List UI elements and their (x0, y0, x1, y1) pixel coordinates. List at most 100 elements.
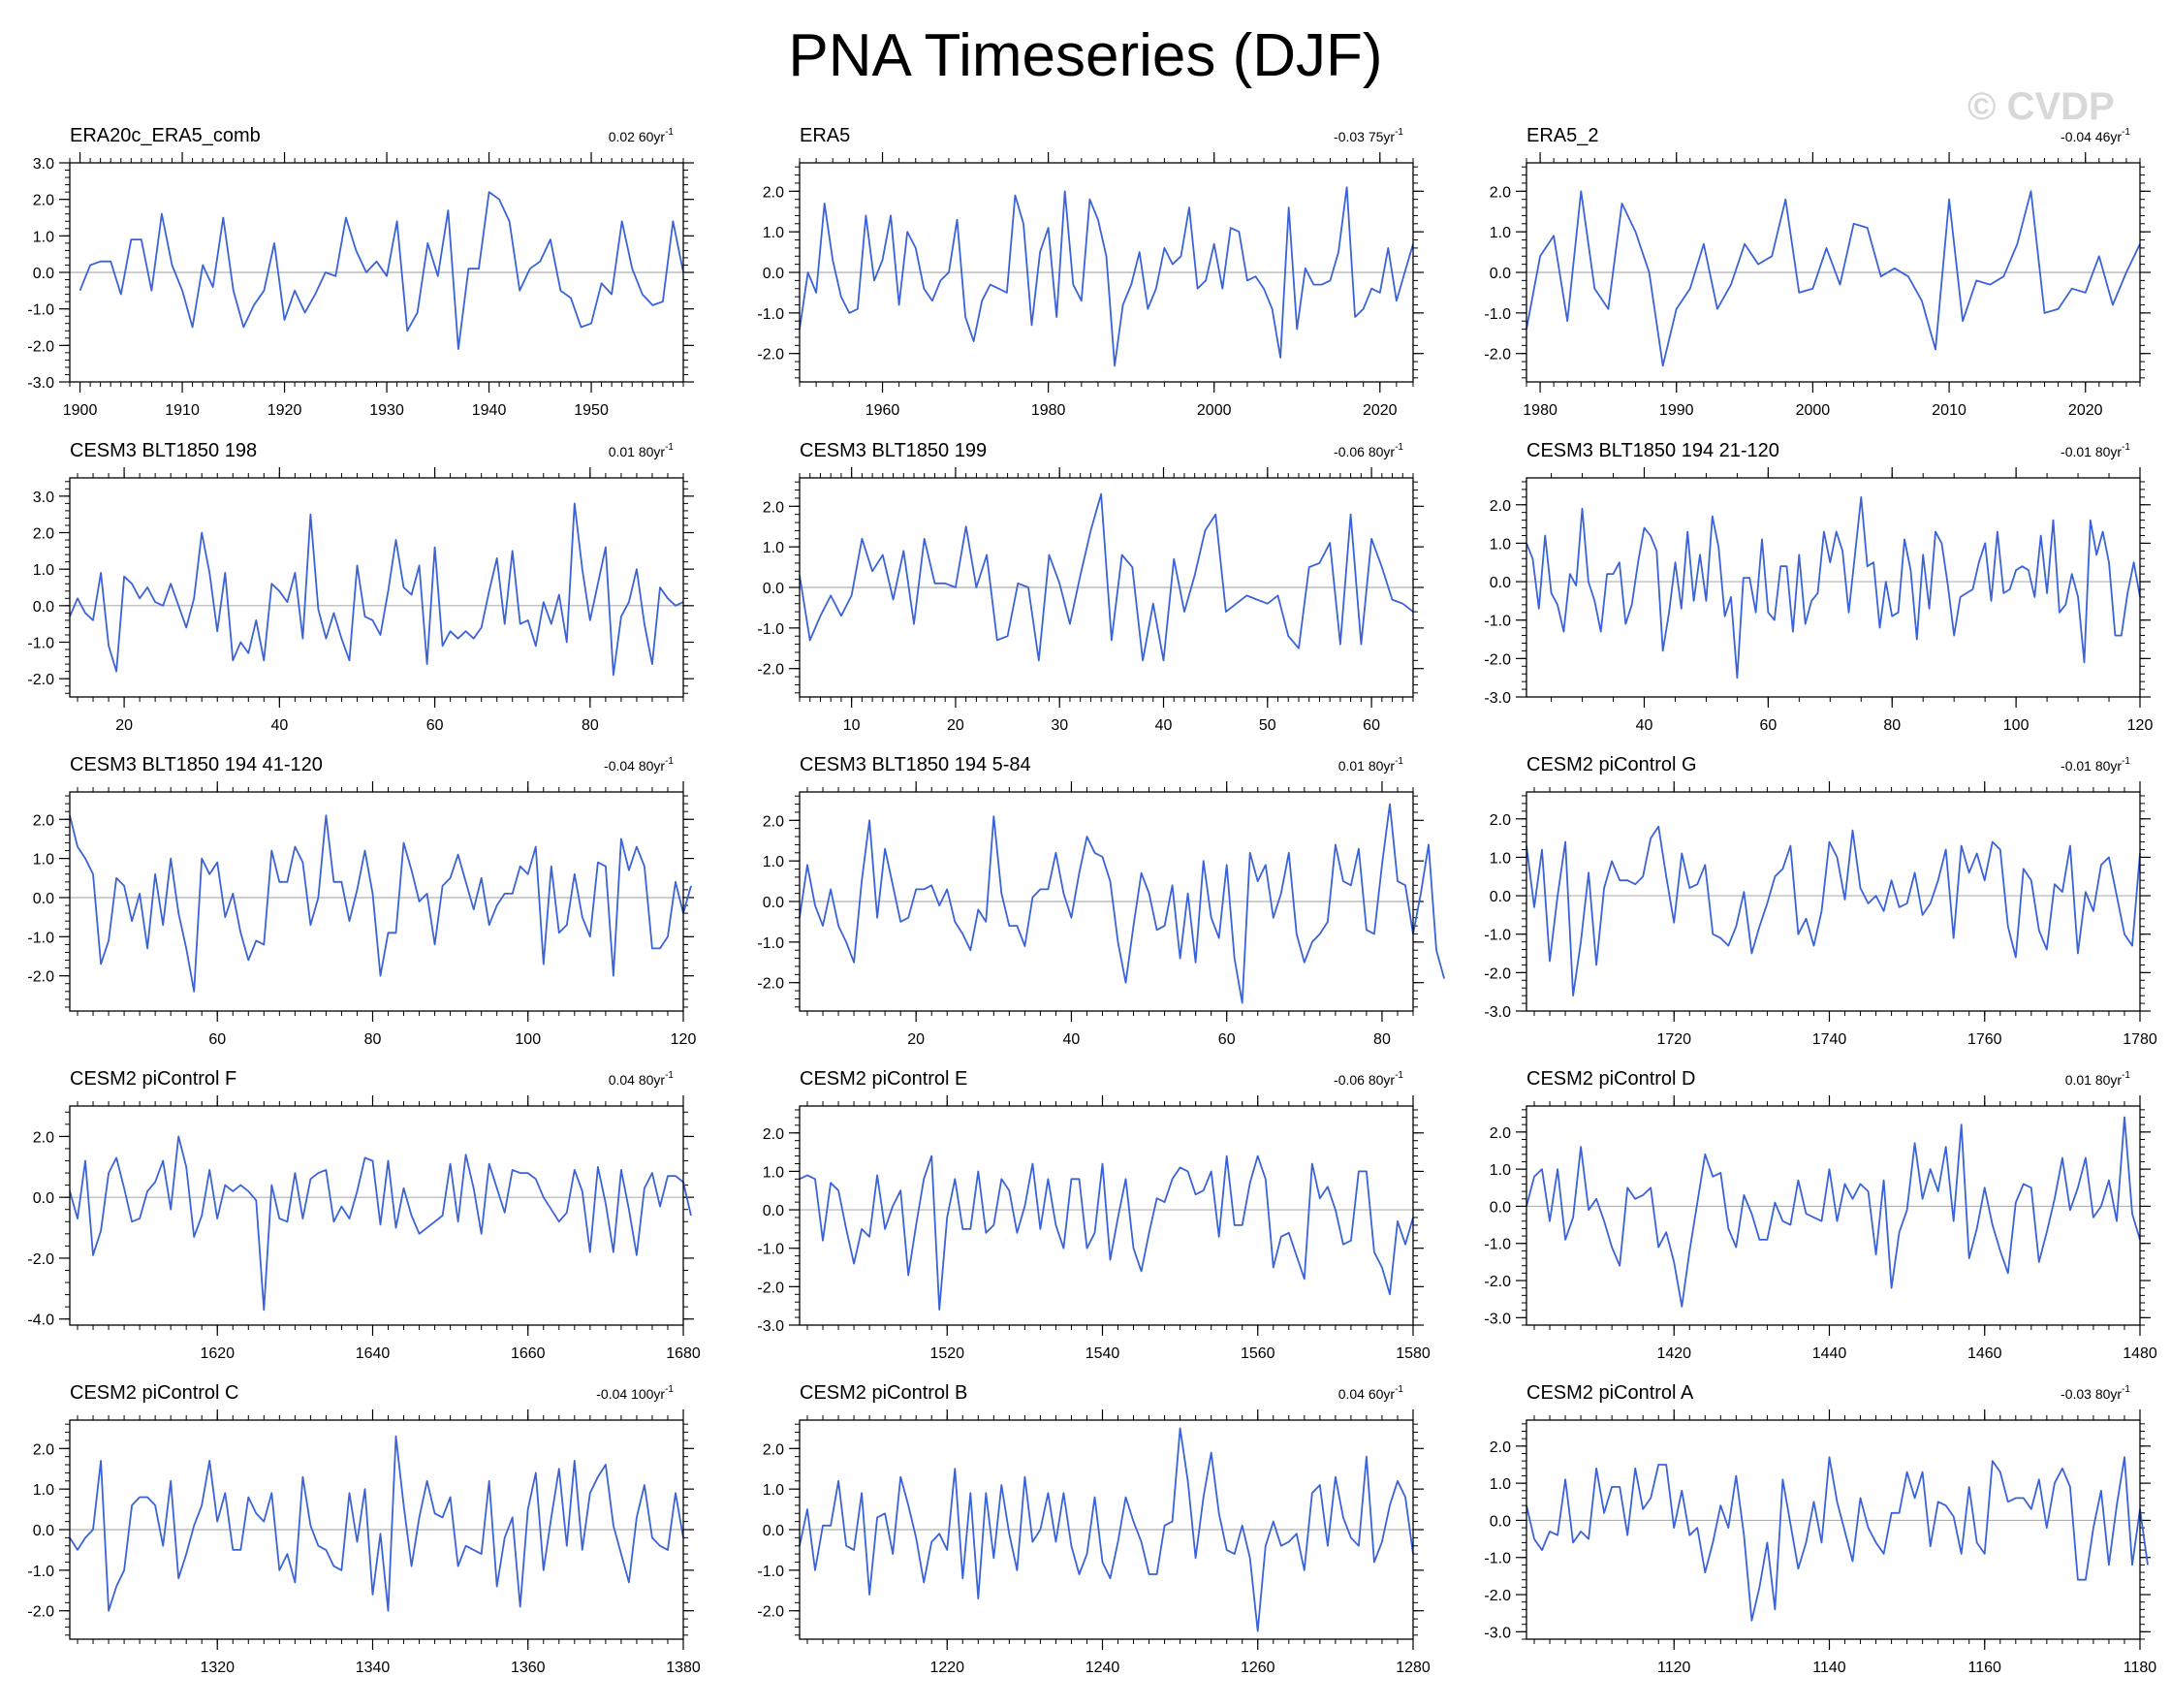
trend-label: -0.04 100yr-1 (596, 1384, 674, 1402)
chart-panel-8: CESM3 BLT1850 194 5-84 0.01 80yr-1 -2.0 -1.… (757, 754, 1445, 1048)
y-tick-label: 2.0 (1490, 1125, 1511, 1142)
chart-panel-7: CESM3 BLT1850 194 41-120 -0.04 80yr-1 -2.0… (27, 754, 696, 1048)
x-tick-label: 1420 (1656, 1345, 1691, 1362)
y-tick-label: -2.0 (27, 672, 54, 688)
trend-exponent: -1 (665, 127, 674, 138)
chart-panel-11: CESM2 piControl E -0.06 80yr-1 -3.0 -2.0 -1.… (757, 1068, 1430, 1362)
x-tick-label: 1520 (929, 1345, 964, 1362)
x-tick-label: 120 (671, 1031, 697, 1048)
plot-frame (1526, 162, 2141, 383)
trend-value: -0.06 80yr (1334, 444, 1395, 459)
y-tick-label: 2.0 (33, 1441, 54, 1458)
pna-series-line (799, 492, 1414, 662)
chart-title: CESM3 BLT1850 198 (70, 440, 257, 461)
trend-value: -0.03 75yr (1334, 129, 1395, 144)
trend-value: -0.04 100yr (596, 1386, 665, 1402)
chart-title: ERA5_2 (1526, 125, 1599, 146)
y-tick-label: 1.0 (1490, 225, 1511, 241)
trend-value: -0.04 46yr (2061, 129, 2122, 144)
y-tick-label: 1.0 (763, 1482, 784, 1499)
x-tick-label: 1460 (1967, 1345, 2002, 1362)
y-tick-label: 0.0 (763, 266, 784, 282)
x-tick-label: 1960 (865, 402, 900, 419)
trend-label: 0.04 60yr-1 (1338, 1384, 1404, 1402)
pna-series-line (799, 803, 1445, 1004)
x-tick-label: 1540 (1086, 1345, 1120, 1362)
pna-series-line (69, 814, 692, 993)
x-tick-label: 1280 (1396, 1660, 1431, 1676)
y-tick-label: -3.0 (1484, 690, 1511, 707)
y-tick-label: 0.0 (1490, 266, 1511, 282)
y-tick-label: -2.0 (27, 1604, 54, 1621)
trend-value: -0.01 80yr (2061, 758, 2122, 774)
y-tick-label: 0.0 (33, 266, 54, 282)
x-tick-label: 40 (1636, 717, 1653, 734)
y-tick-label: 1.0 (33, 229, 54, 245)
chart-panel-10: CESM2 piControl F 0.04 80yr-1 -4.0 -2.0 0.0 2… (27, 1068, 700, 1362)
x-tick-label: 2010 (1932, 402, 1966, 419)
trend-label: -0.06 80yr-1 (1334, 442, 1403, 459)
y-tick-label: 3.0 (33, 490, 54, 506)
trend-value: 0.01 80yr (2065, 1072, 2123, 1088)
y-tick-label: 0.0 (763, 1203, 784, 1219)
trend-value: 0.02 60yr (609, 129, 666, 144)
y-tick-label: 3.0 (33, 156, 54, 173)
trend-value: -0.06 80yr (1334, 1072, 1395, 1088)
y-tick-label: -2.0 (757, 1604, 784, 1621)
pna-series-line (69, 1135, 692, 1312)
trend-exponent: -1 (2122, 756, 2130, 767)
chart-title: CESM2 piControl B (800, 1382, 967, 1404)
trend-label: -0.01 80yr-1 (2061, 756, 2130, 774)
chart-title: CESM2 piControl A (1526, 1382, 1694, 1404)
x-tick-label: 1580 (1396, 1345, 1431, 1362)
y-tick-label: 1.0 (1490, 1476, 1511, 1493)
x-tick-label: 2000 (1796, 402, 1831, 419)
chart-title: ERA5 (800, 125, 850, 146)
y-tick-label: 0.0 (1490, 575, 1511, 591)
y-tick-label: -1.0 (27, 930, 54, 946)
x-tick-label: 1760 (1967, 1031, 2002, 1048)
trend-exponent: -1 (665, 442, 674, 453)
x-tick-label: 100 (515, 1031, 541, 1048)
y-tick-label: 2.0 (763, 1441, 784, 1458)
x-tick-label: 1980 (1523, 402, 1557, 419)
plot-frame (1526, 1419, 2141, 1640)
plot-frame (799, 162, 1414, 383)
y-tick-label: -1.0 (757, 621, 784, 638)
y-tick-label: -2.0 (27, 969, 54, 986)
trend-exponent: -1 (1395, 1384, 1403, 1395)
x-tick-label: 1920 (267, 402, 302, 419)
x-tick-label: 1930 (369, 402, 404, 419)
y-tick-label: -2.0 (757, 662, 784, 679)
chart-panel-13: CESM2 piControl C -0.04 100yr-1 -2.0 -1.0 0.… (27, 1382, 700, 1676)
x-tick-label: 60 (208, 1031, 226, 1048)
x-tick-label: 1680 (666, 1345, 701, 1362)
trend-label: -0.06 80yr-1 (1334, 1070, 1403, 1088)
y-tick-label: 0.0 (763, 895, 784, 911)
y-tick-label: 2.0 (33, 526, 54, 543)
y-tick-label: 1.0 (1490, 850, 1511, 867)
chart-title: CESM2 piControl D (1526, 1068, 1696, 1090)
y-tick-label: 2.0 (763, 813, 784, 830)
y-tick-label: 0.0 (763, 1523, 784, 1539)
trend-exponent: -1 (665, 756, 674, 767)
y-tick-label: -4.0 (27, 1313, 54, 1329)
trend-label: -0.03 80yr-1 (2061, 1384, 2130, 1402)
y-tick-label: -3.0 (27, 375, 54, 392)
y-tick-label: 0.0 (1490, 889, 1511, 905)
y-tick-label: 0.0 (1490, 1513, 1511, 1530)
y-tick-label: -1.0 (27, 636, 54, 652)
y-tick-label: -3.0 (1484, 1311, 1511, 1327)
y-tick-label: -2.0 (757, 347, 784, 364)
x-tick-label: 1340 (356, 1660, 391, 1676)
y-tick-label: -2.0 (27, 338, 54, 355)
trend-exponent: -1 (665, 1384, 674, 1395)
x-tick-label: 80 (364, 1031, 382, 1048)
y-tick-label: 2.0 (33, 193, 54, 209)
plot-frame (69, 477, 684, 698)
y-tick-label: -1.0 (757, 1564, 784, 1580)
y-tick-label: -2.0 (1484, 965, 1511, 982)
plot-frame (799, 1105, 1414, 1326)
y-tick-label: 0.0 (33, 599, 54, 616)
